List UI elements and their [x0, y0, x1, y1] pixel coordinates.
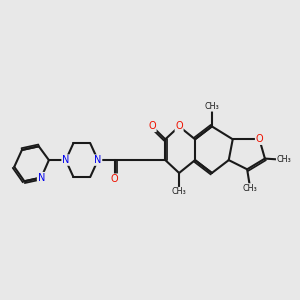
- Text: N: N: [38, 172, 45, 183]
- Text: CH₃: CH₃: [277, 155, 291, 164]
- Text: O: O: [256, 134, 263, 144]
- Text: CH₃: CH₃: [243, 184, 258, 193]
- Text: N: N: [62, 155, 69, 165]
- Text: CH₃: CH₃: [172, 188, 187, 196]
- Text: N: N: [94, 155, 102, 165]
- Text: O: O: [175, 122, 183, 131]
- Text: CH₃: CH₃: [205, 102, 219, 111]
- Text: O: O: [148, 122, 156, 131]
- Text: O: O: [111, 174, 118, 184]
